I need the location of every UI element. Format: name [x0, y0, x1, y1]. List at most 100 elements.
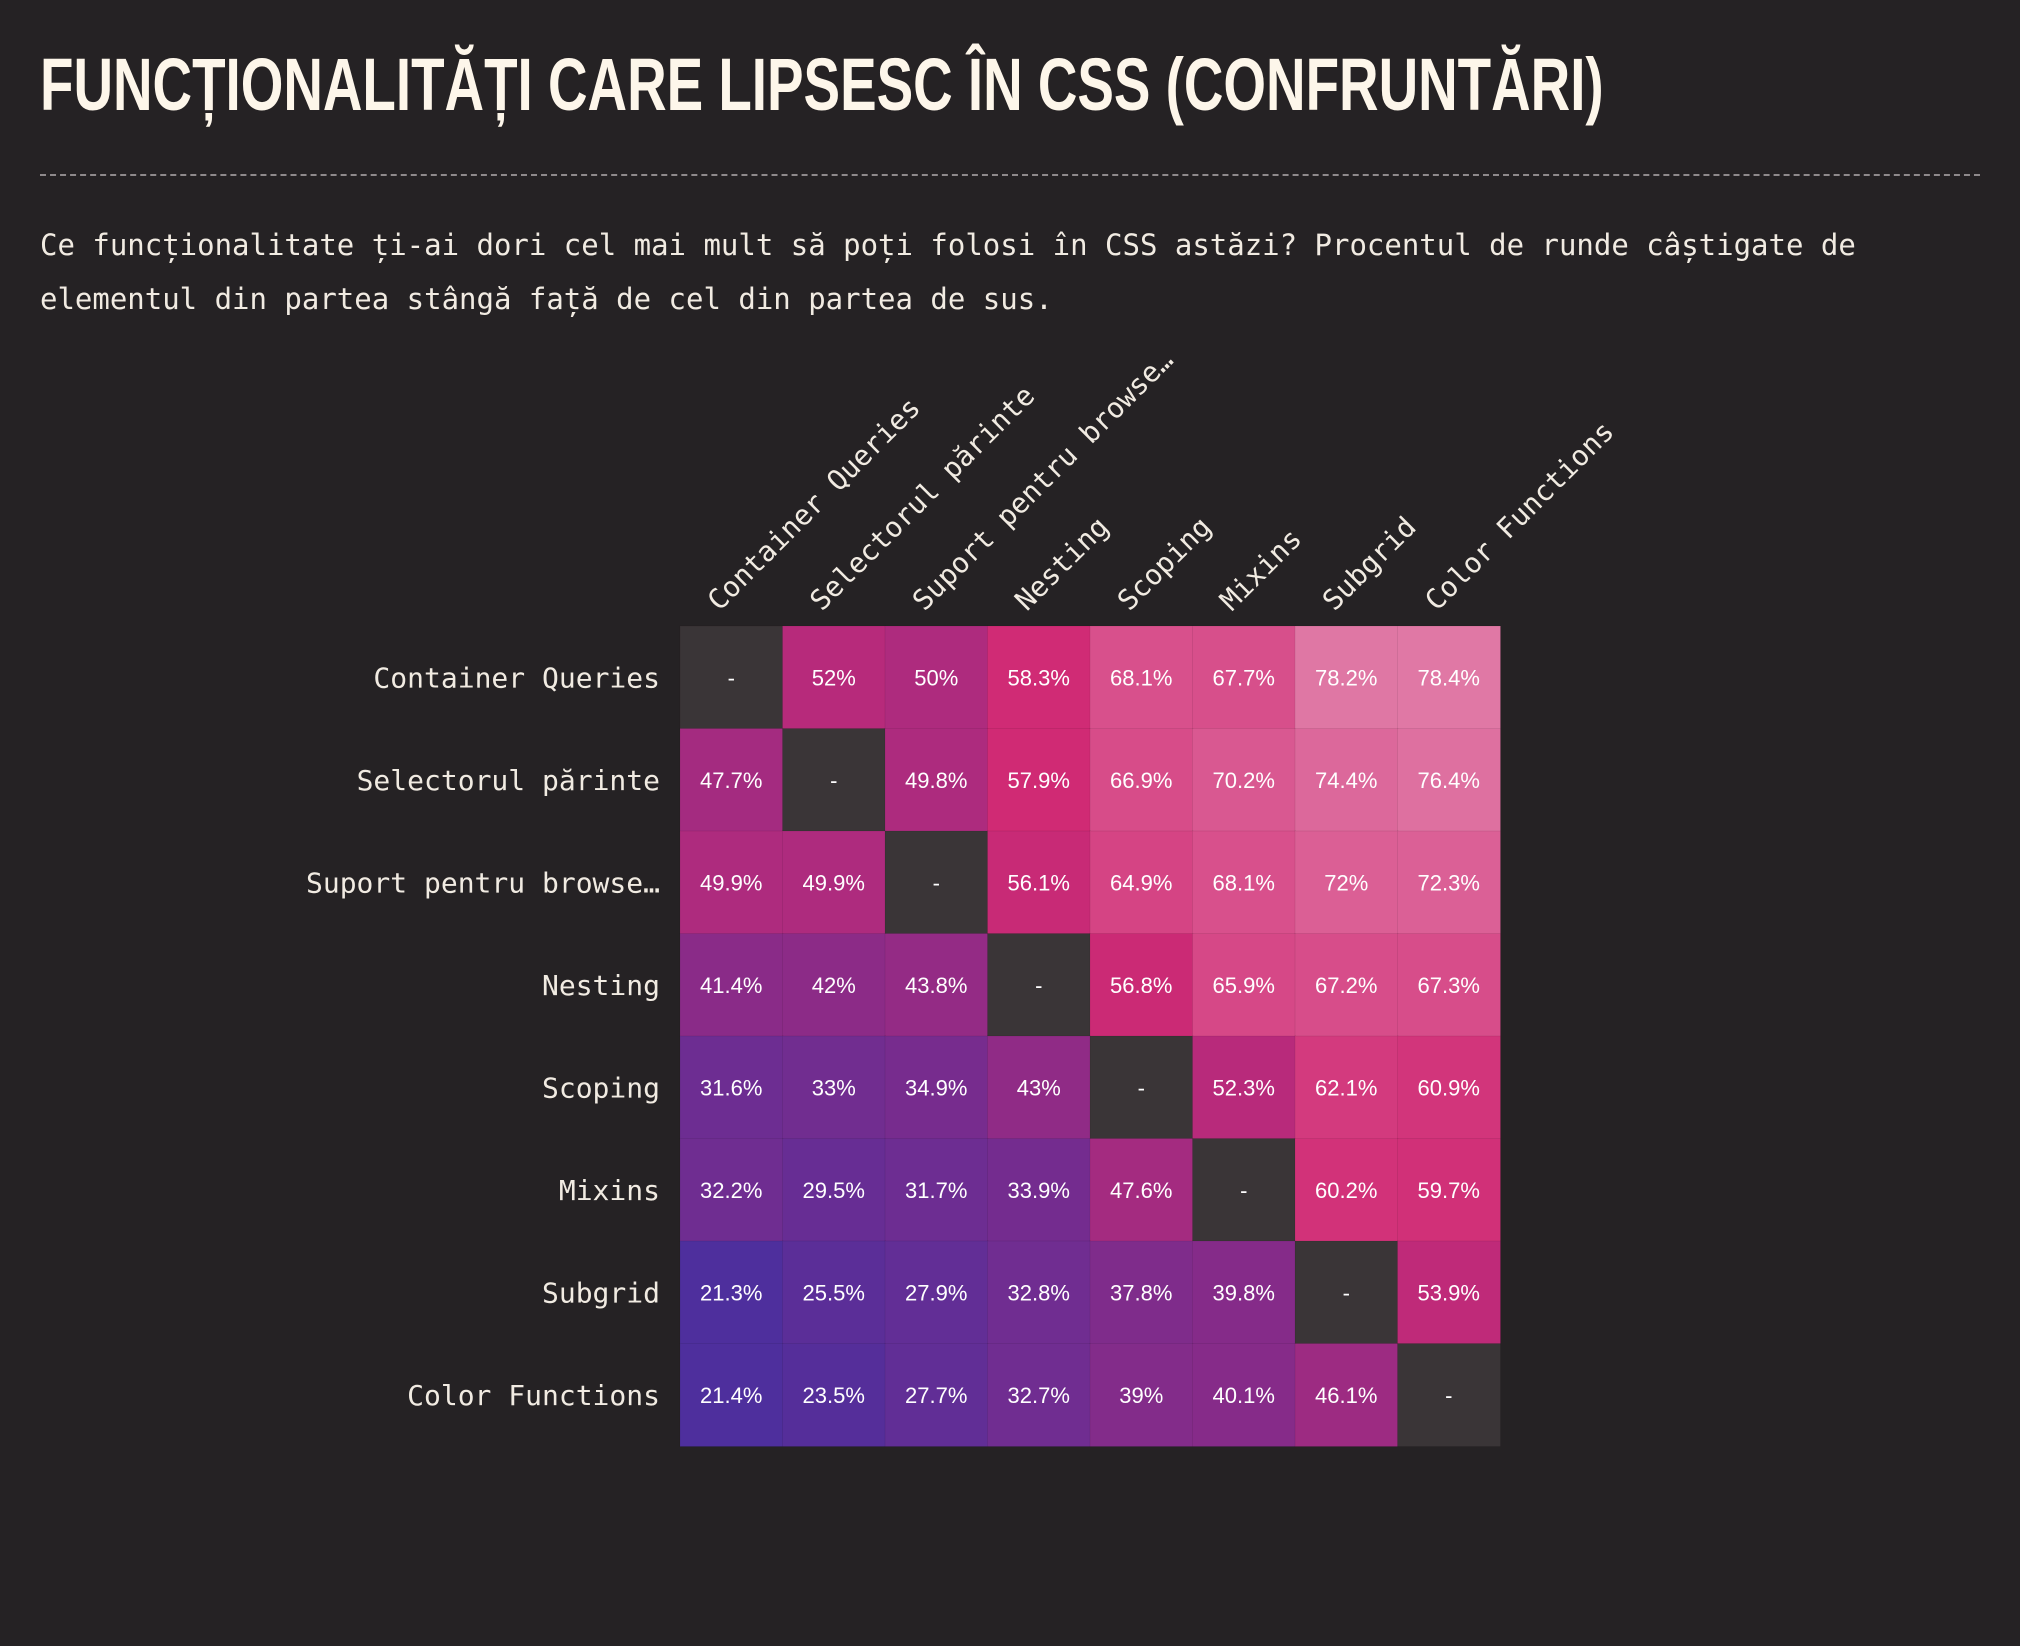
heatmap-cell-label: 57.9% — [1008, 768, 1070, 793]
heatmap-cell — [679, 728, 784, 832]
heatmap-cell-label: 33% — [812, 1075, 856, 1100]
heatmap-cell — [1089, 1240, 1194, 1345]
row-label-scoping: Scoping — [542, 1071, 660, 1104]
row-label-nesting: Nesting — [542, 969, 660, 1002]
heatmap-cell — [782, 933, 886, 1037]
heatmap-cell-label: - — [1138, 1075, 1145, 1100]
heatmap-cell-label: 34.9% — [905, 1075, 967, 1100]
heatmap-cell-label: 65.9% — [1213, 973, 1275, 998]
column-label-mixins: Mixins — [1213, 522, 1308, 617]
column-label-scoping: Scoping — [1111, 510, 1218, 617]
heatmap-cell — [1192, 1240, 1296, 1345]
heatmap-cell-label: 50% — [914, 665, 958, 690]
heatmap-cell — [987, 1138, 1091, 1242]
heatmap-cell-label: 31.7% — [905, 1178, 967, 1203]
heatmap-cell — [1089, 1138, 1194, 1242]
heatmap-cell-diagonal — [884, 830, 989, 935]
heatmap-cell-label: 46.1% — [1315, 1383, 1377, 1408]
heatmap-cell-label: 67.2% — [1315, 973, 1377, 998]
heatmap-cell — [987, 625, 1091, 730]
heatmap-cell-label: 43.8% — [905, 973, 967, 998]
row-label-color-functions: Color Functions — [407, 1379, 660, 1412]
heatmap-cell-label: 78.4% — [1418, 665, 1480, 690]
heatmap-cell-label: 52% — [812, 665, 856, 690]
heatmap-cell-label: 47.6% — [1110, 1178, 1172, 1203]
heatmap-cell — [987, 1343, 1091, 1447]
heatmap-cell — [1192, 830, 1296, 935]
heatmap-cell-label: 58.3% — [1008, 665, 1070, 690]
column-label-color-functions: Color Functions — [1418, 415, 1620, 617]
heatmap-cell-label: 53.9% — [1418, 1280, 1480, 1305]
heatmap-cell — [679, 1240, 784, 1345]
row-label-mixins: Mixins — [559, 1174, 660, 1207]
heatmap-cell-label: 67.7% — [1213, 665, 1275, 690]
heatmap-cell-label: 49.9% — [803, 870, 865, 895]
heatmap-cell-label: 32.7% — [1008, 1383, 1070, 1408]
heatmap-cell — [1089, 933, 1194, 1037]
heatmap-cell — [1294, 728, 1399, 832]
heatmap-cell — [782, 830, 886, 935]
heatmap-cell-label: 32.8% — [1008, 1280, 1070, 1305]
heatmap-cell — [1397, 1035, 1501, 1140]
heatmap-cell — [987, 1240, 1091, 1345]
heatmap-cell-label: - — [1240, 1178, 1247, 1203]
heatmap-cell-label: 72.3% — [1418, 870, 1480, 895]
heatmap-cell-label: 42% — [812, 973, 856, 998]
heatmap-cell — [679, 933, 784, 1037]
heatmap-cell — [1294, 830, 1399, 935]
heatmap-cell — [1192, 728, 1296, 832]
heatmap-cell — [782, 625, 886, 730]
heatmap-cell-label: 40.1% — [1213, 1383, 1275, 1408]
heatmap-cell-label: 62.1% — [1315, 1075, 1377, 1100]
heatmap-cell-label: 56.1% — [1008, 870, 1070, 895]
heatmap-cell — [987, 728, 1091, 832]
heatmap-cell-diagonal — [1397, 1343, 1501, 1447]
heatmap-cell — [1192, 625, 1296, 730]
heatmap-cell-label: 60.2% — [1315, 1178, 1377, 1203]
heatmap-cell-label: 60.9% — [1418, 1075, 1480, 1100]
heatmap-cell-diagonal — [782, 728, 886, 832]
heatmap-cell — [679, 830, 784, 935]
heatmap-cell-label: 67.3% — [1418, 973, 1480, 998]
heatmap-cell-label: 49.8% — [905, 768, 967, 793]
heatmap-cell-label: 70.2% — [1213, 768, 1275, 793]
heatmap-cell-label: 78.2% — [1315, 665, 1377, 690]
heatmap-cell — [679, 1138, 784, 1242]
heatmap-cell — [884, 1035, 989, 1140]
heatmap-cell — [1192, 1035, 1296, 1140]
heatmap-cell — [884, 1138, 989, 1242]
heatmap-cell — [1089, 830, 1194, 935]
heatmap-cell-label: - — [933, 870, 940, 895]
heatmap-cell — [987, 830, 1091, 935]
heatmap-cell-label: 41.4% — [700, 973, 762, 998]
row-label-selectorul-parinte: Selectorul părinte — [357, 764, 660, 797]
chart-description: Ce funcționalitate ți-ai dori cel mai mu… — [40, 228, 1856, 316]
title-divider — [40, 174, 1980, 176]
heatmap-cell-label: 66.9% — [1110, 768, 1172, 793]
heatmap-cell — [679, 1035, 784, 1140]
heatmap-cell-label: 72% — [1324, 870, 1368, 895]
column-label-nesting: Nesting — [1008, 510, 1115, 617]
heatmap-cell — [1397, 1240, 1501, 1345]
heatmap-cell-label: 29.5% — [803, 1178, 865, 1203]
row-label-suport-pentru-browse: Suport pentru browse… — [306, 866, 660, 899]
heatmap-cell-label: 21.3% — [700, 1280, 762, 1305]
heatmap-cell-label: 39% — [1119, 1383, 1163, 1408]
heatmap-cell — [884, 933, 989, 1037]
row-label-container-queries: Container Queries — [373, 661, 660, 694]
heatmap-cell — [1397, 625, 1501, 730]
heatmap-cell-label: - — [728, 665, 735, 690]
heatmap-cell-label: - — [1035, 973, 1042, 998]
heatmap-cell-label: 25.5% — [803, 1280, 865, 1305]
heatmap-cell-label: 37.8% — [1110, 1280, 1172, 1305]
heatmap-cell-label: 74.4% — [1315, 768, 1377, 793]
heatmap-cell — [1397, 728, 1501, 832]
heatmap-cell — [1089, 625, 1194, 730]
heatmap-cell — [782, 1035, 886, 1140]
row-labels: Container Queries Selectorul părinte Supor… — [306, 661, 660, 1412]
heatmap-cells: - 52% 50% 58.3% 68.1% 67.7% 78.2% 78.4% 47.7% - 49… — [679, 625, 1501, 1447]
heatmap-cell-label: 39.8% — [1213, 1280, 1275, 1305]
column-label-subgrid: Subgrid — [1316, 510, 1423, 617]
heatmap-cell-label: 31.6% — [700, 1075, 762, 1100]
